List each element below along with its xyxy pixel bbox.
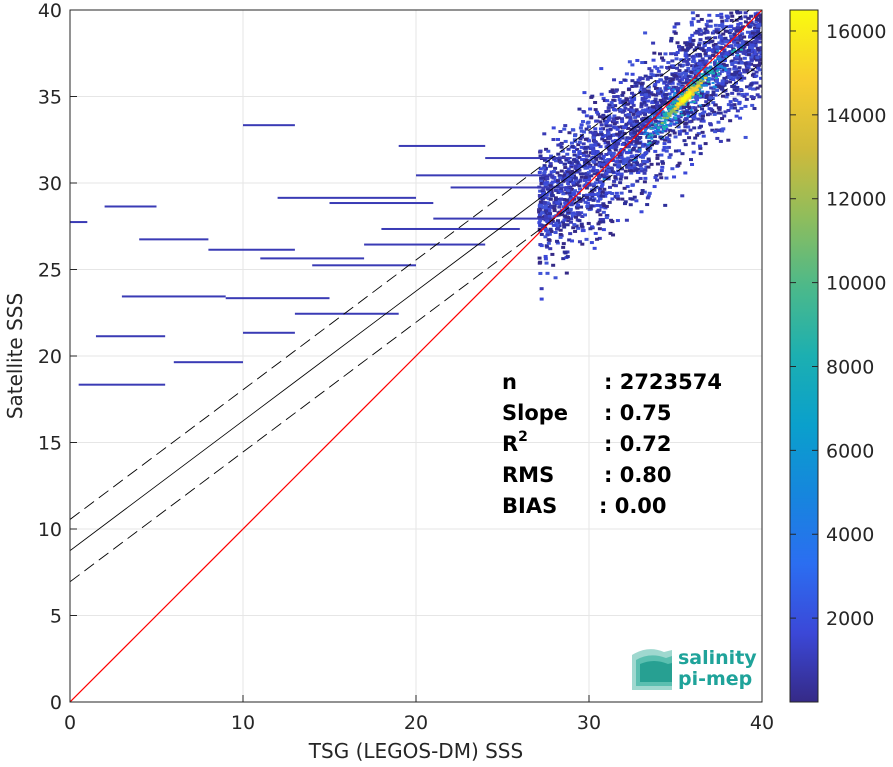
colorbar-ticks: 2000 4000 6000 8000 10000 12000 14000 16000 (790, 21, 886, 630)
x-tick-label: 0 (64, 712, 76, 734)
logo-waves-icon (632, 649, 672, 690)
density-cloud (70, 10, 762, 386)
one-to-one-line (70, 10, 762, 702)
x-axis-ticks: 0 10 20 30 40 (64, 695, 774, 734)
colorbar-tick-label: 10000 (826, 273, 886, 295)
y-tick-label: 35 (38, 87, 62, 109)
y-tick-label: 30 (38, 173, 62, 195)
logo-text-line2: pi-mep (678, 668, 752, 690)
stat-value-n: : 2723574 (604, 370, 722, 394)
y-axis-label: Satellite SSS (3, 293, 27, 419)
y-tick-label: 20 (38, 346, 62, 368)
y-tick-label: 5 (50, 606, 62, 628)
colorbar-tick-label: 8000 (826, 356, 874, 378)
stat-label-rms: RMS (502, 463, 554, 487)
stat-value-bias: : 0.00 (599, 494, 667, 518)
x-tick-label: 20 (404, 712, 428, 734)
colorbar-tick-label: 4000 (826, 524, 874, 546)
y-tick-label: 40 (38, 0, 62, 22)
y-tick-label: 25 (38, 260, 62, 282)
y-tick-label: 0 (50, 692, 62, 714)
x-tick-label: 10 (231, 712, 255, 734)
stat-label-n: n (502, 370, 517, 394)
fit-line (70, 31, 762, 551)
x-axis-label: TSG (LEGOS-DM) SSS (308, 739, 523, 763)
colorbar-tick-label: 2000 (826, 608, 874, 630)
stat-value-r: : 0.72 (604, 432, 672, 456)
colorbar-tick-label: 14000 (826, 105, 886, 127)
colorbar-tick-label: 16000 (826, 21, 886, 43)
x-tick-label: 30 (577, 712, 601, 734)
x-tick-label: 40 (750, 712, 774, 734)
y-tick-label: 15 (38, 433, 62, 455)
stat-value-rms: : 0.80 (604, 463, 672, 487)
colorbar-tick-label: 6000 (826, 440, 874, 462)
stat-value-slope: : 0.75 (604, 401, 672, 425)
regression-lines (70, 10, 762, 702)
stat-label-bias: BIAS (502, 494, 557, 518)
logo-text-line1: salinity (678, 647, 757, 669)
salinity-pimep-logo: salinity pi-mep (632, 647, 757, 690)
stat-label-slope: Slope (502, 401, 568, 425)
y-axis-ticks: 0 5 10 15 20 25 30 35 40 (38, 0, 77, 714)
fit-confidence-line (70, 10, 751, 520)
colorbar-tick-label: 12000 (826, 189, 886, 211)
y-tick-label: 10 (38, 519, 62, 541)
colorbar (789, 9, 819, 703)
fit-confidence-line (70, 62, 762, 583)
